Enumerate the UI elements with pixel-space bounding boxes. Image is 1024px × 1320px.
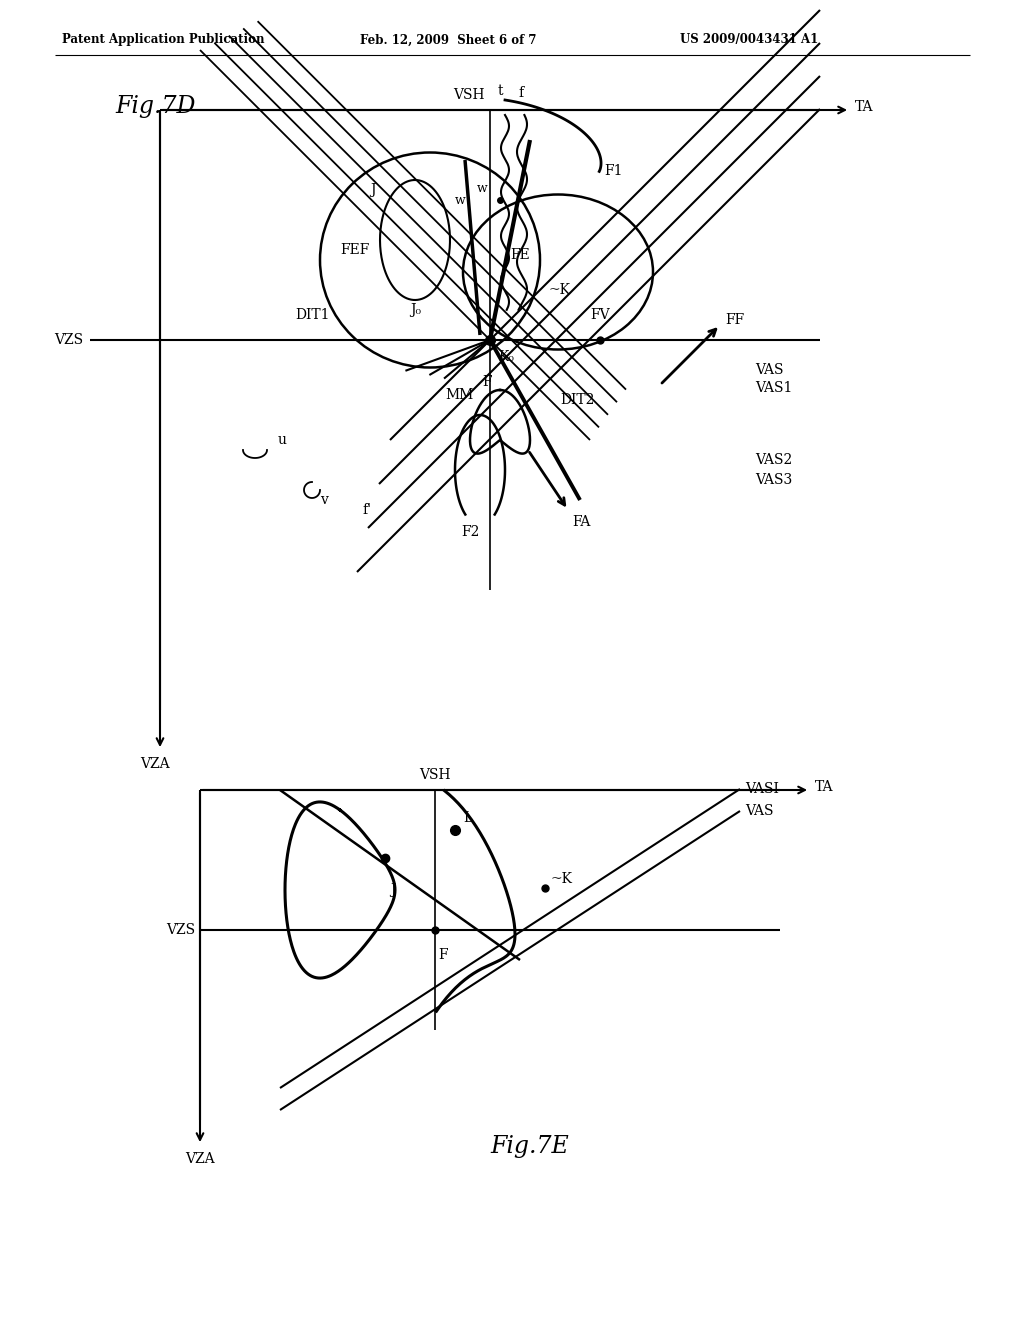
Text: FF: FF bbox=[725, 313, 744, 327]
Text: K₀: K₀ bbox=[498, 350, 514, 364]
Text: DIT2: DIT2 bbox=[560, 393, 594, 407]
Text: TA: TA bbox=[815, 780, 834, 795]
Text: VZA: VZA bbox=[140, 756, 170, 771]
Text: J: J bbox=[370, 183, 376, 197]
Text: VAS2: VAS2 bbox=[755, 453, 793, 467]
Text: ~K: ~K bbox=[548, 282, 570, 297]
Text: Fig.7D: Fig.7D bbox=[115, 95, 196, 117]
Text: FE: FE bbox=[510, 248, 529, 261]
Text: US 2009/0043431 A1: US 2009/0043431 A1 bbox=[680, 33, 818, 46]
Text: J: J bbox=[390, 883, 395, 898]
Text: J₀: J₀ bbox=[410, 304, 421, 317]
Text: FEF: FEF bbox=[340, 243, 370, 257]
Text: Feb. 12, 2009  Sheet 6 of 7: Feb. 12, 2009 Sheet 6 of 7 bbox=[360, 33, 537, 46]
Text: VASI: VASI bbox=[745, 781, 779, 796]
Text: ~K: ~K bbox=[550, 873, 572, 886]
Text: w: w bbox=[455, 194, 466, 206]
Text: u: u bbox=[278, 433, 287, 447]
Text: Patent Application Publication: Patent Application Publication bbox=[62, 33, 264, 46]
Text: VSH: VSH bbox=[419, 768, 451, 781]
Text: t: t bbox=[498, 84, 504, 98]
Text: VZA: VZA bbox=[185, 1152, 215, 1166]
Text: VAS: VAS bbox=[755, 363, 783, 378]
Text: VSH: VSH bbox=[454, 88, 485, 102]
Text: Fig.7E: Fig.7E bbox=[490, 1135, 569, 1158]
Text: F: F bbox=[438, 948, 447, 962]
Text: VAS3: VAS3 bbox=[755, 473, 793, 487]
Text: f': f' bbox=[362, 503, 371, 517]
Text: F2: F2 bbox=[461, 525, 479, 539]
Text: v: v bbox=[319, 492, 328, 507]
Text: DIT1: DIT1 bbox=[295, 308, 330, 322]
Text: FV: FV bbox=[590, 308, 609, 322]
Text: F1: F1 bbox=[604, 165, 623, 178]
Text: VZS: VZS bbox=[54, 333, 83, 347]
Text: VAS1: VAS1 bbox=[755, 381, 793, 395]
Text: w: w bbox=[476, 182, 487, 195]
Text: TA: TA bbox=[855, 100, 873, 114]
Text: f: f bbox=[518, 86, 523, 100]
Text: VAS: VAS bbox=[745, 804, 773, 818]
Text: FA: FA bbox=[572, 515, 591, 529]
Text: F: F bbox=[482, 375, 492, 389]
Text: VZS: VZS bbox=[166, 923, 195, 937]
Text: L: L bbox=[463, 810, 472, 825]
Text: MM: MM bbox=[445, 388, 473, 403]
